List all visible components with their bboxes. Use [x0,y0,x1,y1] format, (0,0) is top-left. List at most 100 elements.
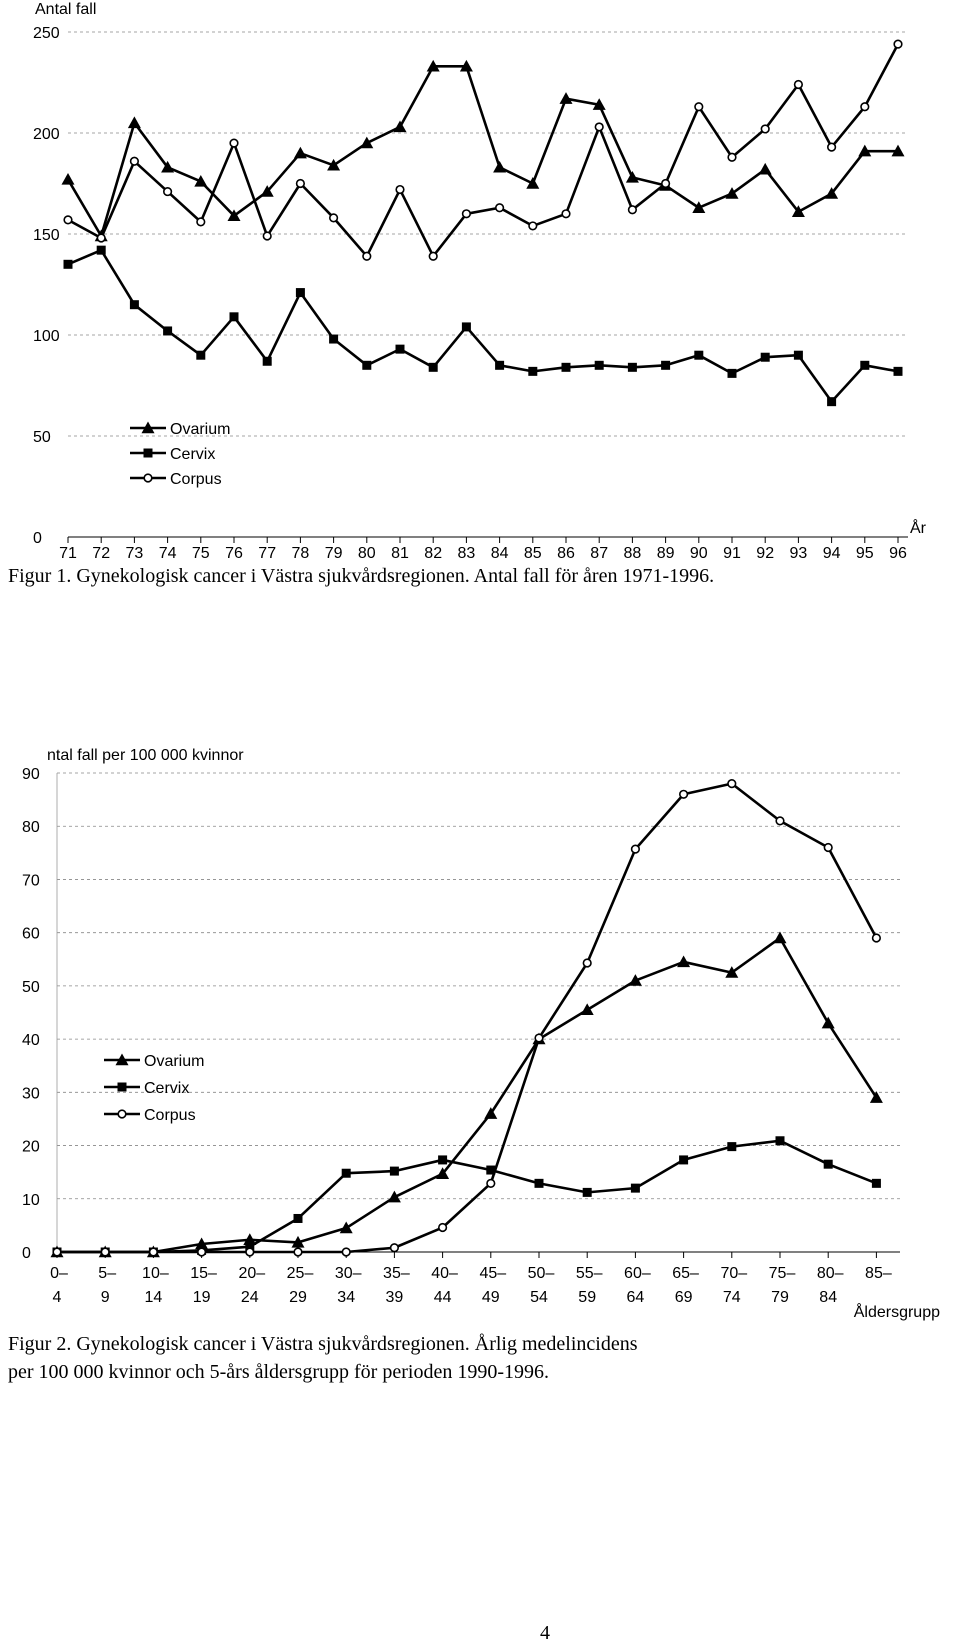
legend-label-cervix: Cervix [144,1080,189,1097]
data-point-corpus [438,1222,448,1233]
x-tick-label: 82 [424,545,442,562]
legend-marker-cervix [117,1082,127,1092]
data-point-corpus [295,178,306,189]
data-point-corpus [727,779,737,789]
x-tick-label: 30– [335,1265,362,1282]
data-point-cervix [395,344,405,354]
data-point-corpus [389,1243,400,1253]
x-tick-label: 84 [819,1289,837,1306]
x-tick-label: 93 [790,545,808,562]
data-point-cervix [694,350,704,360]
data-point-corpus [760,124,770,134]
x-tick-label: 0– [50,1265,68,1282]
data-point-corpus [582,958,592,968]
data-point-corpus [63,215,73,225]
data-point-ovarium [339,1221,353,1234]
x-tick-label: 40– [431,1265,458,1282]
x-tick-label: 9 [101,1289,110,1306]
data-point-cervix [196,350,206,360]
x-tick-label: 10– [142,1265,169,1282]
x-tick-label: 85– [865,1265,892,1282]
data-point-cervix [594,360,604,370]
data-point-corpus [727,152,737,162]
data-point-cervix [245,1242,255,1252]
y-tick-label: 50 [33,429,51,446]
data-point-cervix [727,368,737,378]
legend-label-cervix: Cervix [170,446,215,463]
data-point-ovarium [580,1003,594,1016]
data-point-cervix [163,326,173,336]
x-tick-label: 60– [624,1265,651,1282]
data-point-cervix [495,360,505,370]
data-point-cervix [679,1155,689,1165]
data-point-ovarium [493,160,507,173]
y-tick-label: 30 [22,1085,40,1102]
x-tick-label: 45– [479,1265,506,1282]
data-point-cervix [528,366,538,376]
data-point-corpus [561,209,571,219]
series-line-ovarium [57,936,878,1254]
legend-marker-corpus [143,473,153,483]
x-tick-label: 5– [98,1265,116,1282]
x-tick-label: 75– [769,1265,796,1282]
data-point-ovarium [194,174,208,187]
x-tick-label: 94 [823,545,841,562]
legend-marker-corpus [117,1109,127,1119]
data-point-ovarium [360,136,374,149]
x-tick-label: 91 [723,545,741,562]
data-point-cervix [661,360,671,370]
y-tick-label: 60 [22,926,40,943]
data-point-cervix [428,362,438,372]
data-point-ovarium [127,116,141,129]
data-point-cervix [871,1178,881,1188]
data-point-cervix [293,1213,303,1223]
x-tick-label: 65– [672,1265,699,1282]
y-tick-label: 250 [33,25,60,42]
data-point-ovarium [677,955,691,968]
data-point-ovarium [161,160,175,173]
data-point-corpus [860,102,870,112]
y-tick-label: 150 [33,227,60,244]
x-tick-label: 34 [337,1289,355,1306]
x-tick-label: 54 [530,1289,548,1306]
data-point-ovarium [625,170,639,183]
data-point-ovarium [293,146,307,159]
y-axis-title: Antal fall [35,1,96,18]
x-tick-label: 25– [287,1265,314,1282]
x-tick-label: 74 [723,1289,741,1306]
x-tick-label: 29 [289,1289,307,1306]
data-point-cervix [229,312,239,322]
x-tick-label: 83 [458,545,476,562]
data-point-corpus [495,203,505,213]
x-tick-label: 76 [225,545,243,562]
y-tick-label: 20 [22,1139,40,1156]
page-number: 4 [540,1622,550,1644]
data-point-ovarium [869,1091,883,1103]
data-point-ovarium [260,185,274,197]
data-point-corpus [52,1247,62,1257]
data-point-cervix [96,245,106,255]
x-tick-label: 50– [528,1265,555,1282]
data-point-ovarium [459,59,473,72]
y-tick-label: 70 [22,872,40,889]
x-tick-label: 96 [889,545,907,562]
x-tick-label: 87 [590,545,608,562]
x-tick-label: 70– [720,1265,747,1282]
data-point-corpus [129,156,139,166]
data-point-cervix [727,1142,737,1152]
data-point-ovarium [821,1016,835,1029]
data-point-ovarium [393,120,407,133]
data-point-cervix [486,1165,496,1175]
data-point-corpus [262,231,272,241]
x-tick-label: 49 [482,1289,500,1306]
data-point-cervix [827,397,837,407]
data-point-ovarium [559,92,573,104]
data-point-ovarium [592,98,606,110]
data-point-ovarium [426,59,440,72]
figure-2-caption-line-1: Figur 2. Gynekologisk cancer i Västra sj… [8,1333,638,1355]
legend-marker-ovarium [141,421,155,434]
data-point-ovarium [692,201,706,213]
data-point-corpus [341,1247,351,1257]
x-tick-label: 86 [557,545,575,562]
data-point-corpus [630,844,641,854]
